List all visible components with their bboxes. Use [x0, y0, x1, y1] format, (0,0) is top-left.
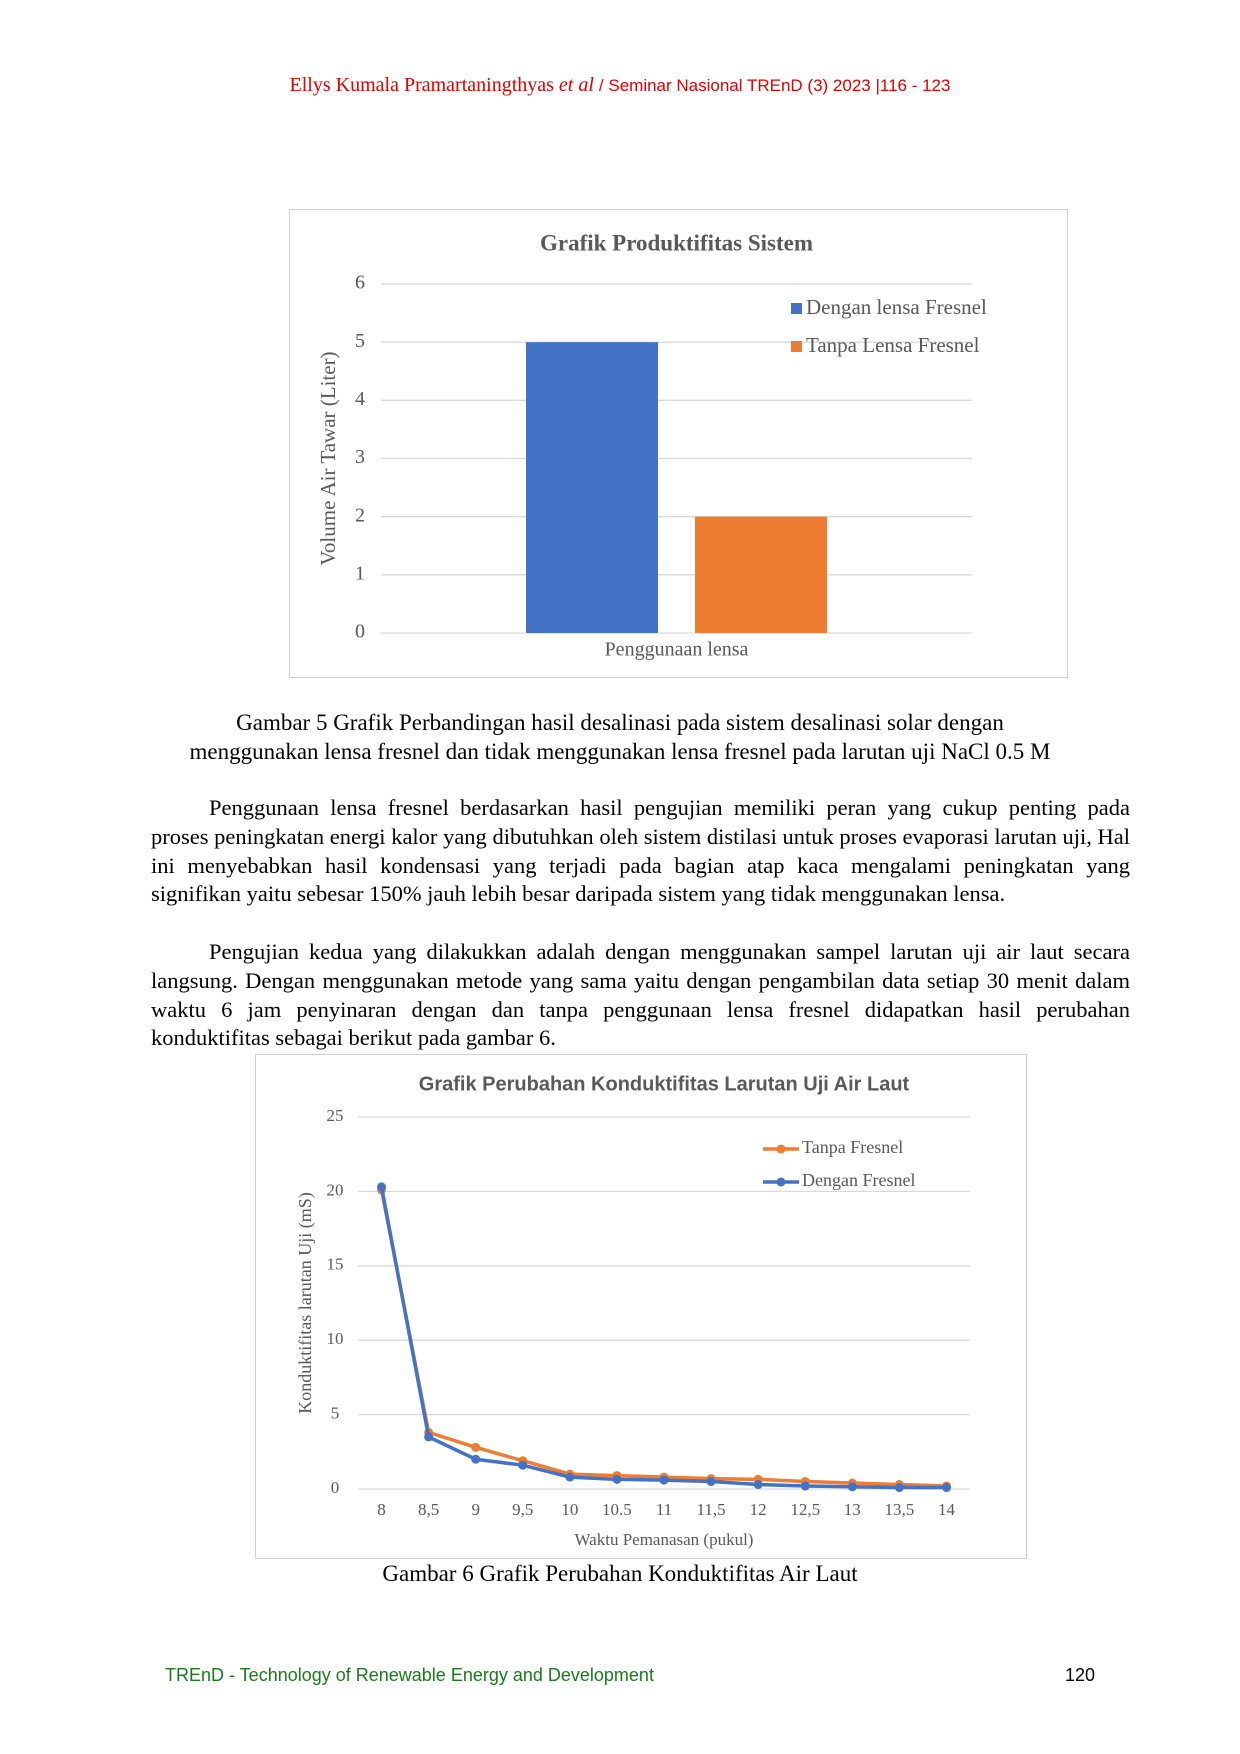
y-tick-label: 0	[331, 1478, 340, 1497]
page-number: 120	[1065, 1665, 1096, 1685]
y-tick-label: 5	[331, 1404, 340, 1423]
marker	[753, 1480, 763, 1490]
author: Ellys Kumala Pramartaningthyas	[289, 74, 554, 96]
marker	[471, 1454, 481, 1464]
y-tick-label: 15	[327, 1255, 344, 1274]
x-tick-label: 9,5	[512, 1500, 533, 1519]
marker	[424, 1432, 434, 1442]
bar	[695, 516, 827, 633]
x-tick-label: 11,5	[697, 1500, 726, 1519]
footer-journal: TREnD - Technology of Renewable Energy a…	[165, 1665, 654, 1685]
legend-label: Dengan lensa Fresnel	[806, 295, 987, 319]
marker	[894, 1483, 904, 1493]
line	[379, 1186, 947, 1490]
y-axis-label: Volume Air Tawar (Liter)	[316, 351, 340, 565]
marker	[706, 1477, 716, 1487]
legend-swatch	[791, 303, 802, 314]
x-tick-label: 8	[377, 1500, 386, 1519]
y-tick-label: 0	[355, 621, 365, 643]
chart-title: Grafik Perubahan Konduktifitas Larutan U…	[419, 1073, 910, 1095]
y-tick-label: 5	[355, 330, 365, 352]
line	[379, 1189, 947, 1488]
caption: Gambar 6 Grafik Perubahan Konduktifitas …	[100, 1559, 1140, 1588]
running-header: Ellys Kumala Pramartaningthyas et al / S…	[0, 74, 1240, 97]
marker	[565, 1472, 575, 1482]
x-tick-label: 10	[561, 1500, 578, 1519]
marker	[800, 1481, 810, 1491]
y-axis-label: Konduktifitas larutan Uji (mS)	[295, 1192, 316, 1413]
marker	[377, 1182, 387, 1192]
x-tick-label: 10.5	[602, 1500, 632, 1519]
y-tick-label: 10	[327, 1329, 344, 1348]
legend-label: Tanpa Lensa Fresnel	[806, 333, 980, 357]
x-tick-label: 11	[656, 1500, 672, 1519]
y-tick-label: 20	[327, 1180, 344, 1199]
x-tick-label: 12	[750, 1500, 767, 1519]
y-tick-label: 3	[355, 446, 365, 468]
y-tick-label: 2	[355, 504, 365, 526]
x-tick-label: 12,5	[790, 1500, 820, 1519]
marker	[659, 1475, 669, 1485]
paragraph: Penggunaan lensa fresnel berdasarkan has…	[151, 795, 1130, 907]
x-tick-label: 9	[471, 1500, 480, 1519]
venue: / Seminar Nasional TREnD (3) 2023 |116 -…	[598, 76, 951, 95]
x-tick-label: Penggunaan lensa	[605, 639, 749, 661]
caption-line: Gambar 5 Grafik Perbandingan hasil desal…	[236, 710, 1004, 735]
y-tick-label: 25	[327, 1106, 344, 1125]
caption-line: Gambar 6 Grafik Perubahan Konduktifitas …	[382, 1561, 858, 1586]
marker	[941, 1483, 951, 1493]
chart: Grafik Produktifitas Sistem Volume Air Ta…	[289, 209, 1068, 678]
marker	[471, 1442, 481, 1452]
legend-swatch	[791, 341, 802, 352]
marker	[612, 1474, 622, 1484]
legend-marker	[776, 1177, 786, 1187]
x-axis-label: Waktu Pemanasan (pukul)	[575, 1530, 754, 1549]
y-tick-label: 6	[355, 272, 365, 294]
legend-label: Dengan Fresnel	[802, 1170, 915, 1190]
bar	[526, 342, 658, 633]
marker	[847, 1482, 857, 1492]
x-tick-label: 14	[938, 1500, 956, 1519]
legend-label: Tanpa Fresnel	[802, 1137, 903, 1157]
y-tick-label: 4	[355, 388, 365, 410]
x-tick-label: 13,5	[885, 1500, 915, 1519]
y-tick-label: 1	[355, 562, 365, 584]
caption: Gambar 5 Grafik Perbandingan hasil desal…	[100, 708, 1140, 766]
x-tick-label: 8,5	[418, 1500, 439, 1519]
marker	[518, 1460, 528, 1470]
chart: Grafik Perubahan Konduktifitas Larutan U…	[255, 1054, 1027, 1559]
et-al: et al	[558, 74, 594, 96]
caption-line: menggunakan lensa fresnel dan tidak meng…	[189, 739, 1051, 764]
chart-title: Grafik Produktifitas Sistem	[540, 230, 813, 255]
legend-marker	[776, 1144, 786, 1154]
paragraph: Pengujian kedua yang dilakukkan adalah d…	[151, 939, 1130, 1051]
x-tick-label: 13	[844, 1500, 861, 1519]
